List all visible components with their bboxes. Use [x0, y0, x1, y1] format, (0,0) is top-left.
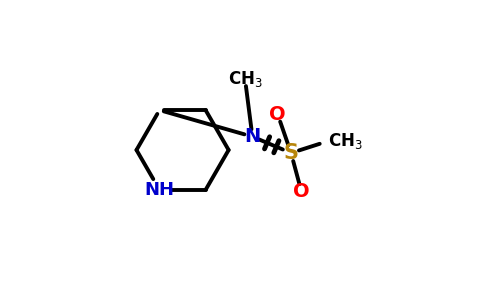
Text: S: S — [284, 143, 299, 163]
Text: CH$_3$: CH$_3$ — [328, 131, 363, 151]
Text: O: O — [270, 105, 286, 124]
Text: N: N — [244, 127, 260, 146]
Text: CH$_3$: CH$_3$ — [227, 69, 262, 89]
Text: O: O — [293, 182, 310, 201]
Text: NH: NH — [145, 181, 175, 199]
